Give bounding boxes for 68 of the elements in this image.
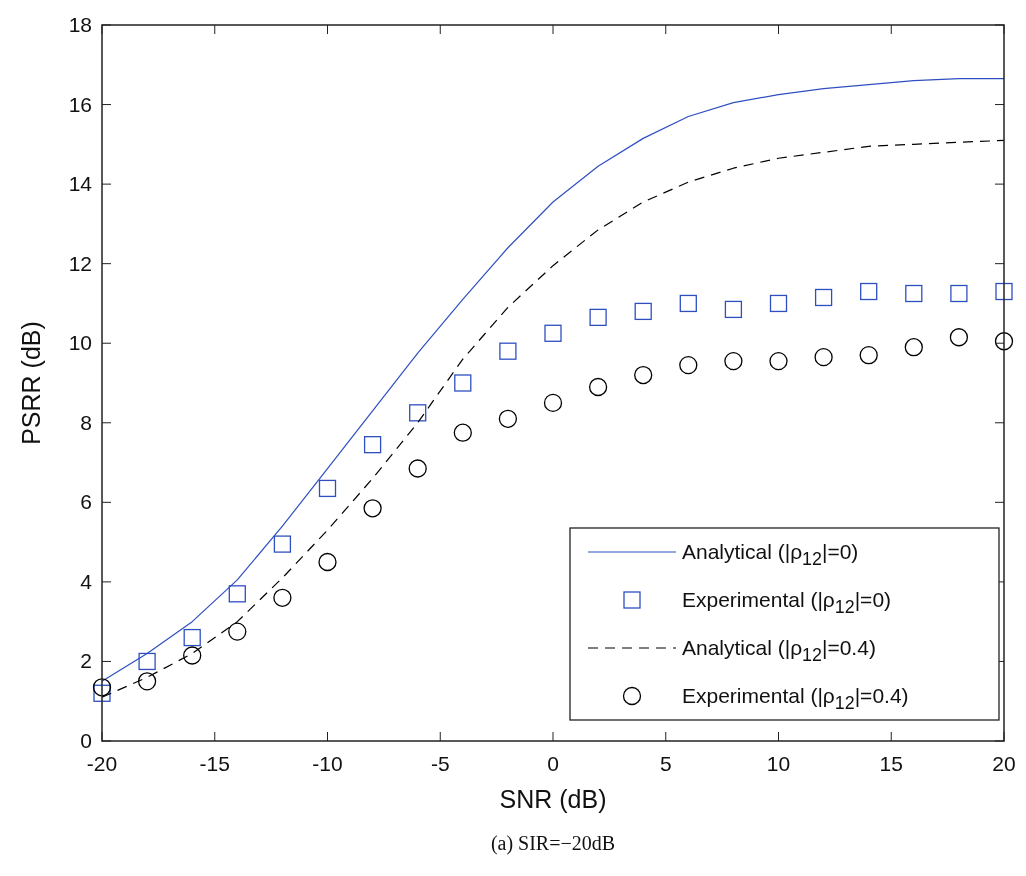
point <box>453 423 472 442</box>
point <box>408 459 427 478</box>
point <box>318 552 337 572</box>
text: (a) SIR=−20dB <box>490 832 616 855</box>
y-tick-label: 8 <box>80 410 92 434</box>
x-tick-label: 20 <box>992 752 1016 775</box>
legend-label: Experimental (|ρ$_{12}$|=0) <box>682 588 892 618</box>
point <box>228 622 247 641</box>
point <box>589 308 607 327</box>
point <box>228 585 246 603</box>
legend-label: Experimental (|ρ$_{12}$|=0.4) <box>682 684 909 714</box>
x-tick-label: 0 <box>547 752 559 775</box>
point <box>137 672 157 691</box>
legend-label: Analytical (|ρ$_{12}$|=0.4) <box>682 636 876 666</box>
y-tick-label: 18 <box>68 13 92 36</box>
x-tick-label: -15 <box>199 752 230 775</box>
point <box>138 652 156 671</box>
point <box>543 393 563 413</box>
point <box>814 347 833 367</box>
point <box>950 284 968 303</box>
point <box>995 282 1013 301</box>
y-tick-label: 10 <box>68 331 92 355</box>
y-axis-title: PSRR (dB) <box>17 321 45 445</box>
y-tick-label: 0 <box>80 729 92 752</box>
y-tick-label: 14 <box>68 172 93 196</box>
y-tick-label: 2 <box>80 649 92 673</box>
point <box>183 646 202 665</box>
point <box>949 328 969 347</box>
point <box>363 436 382 454</box>
point <box>860 282 878 301</box>
y-tick-label: 4 <box>80 569 93 593</box>
x-tick-label: 5 <box>659 752 672 775</box>
x-tick-label: -20 <box>86 752 118 775</box>
point <box>769 351 788 371</box>
point <box>679 294 697 313</box>
x-tick-label: 10 <box>766 752 791 775</box>
point <box>634 302 652 321</box>
point <box>905 284 923 303</box>
y-tick-label: 12 <box>68 251 92 275</box>
y-tick-label: 16 <box>68 92 92 116</box>
point <box>634 365 653 385</box>
point <box>454 374 472 392</box>
point <box>724 351 743 371</box>
point <box>363 499 382 518</box>
point <box>273 588 292 607</box>
x-tick-label: 15 <box>879 752 903 775</box>
point <box>859 346 878 365</box>
point <box>769 294 788 313</box>
point <box>724 300 743 319</box>
point <box>92 678 112 697</box>
point <box>544 324 562 342</box>
x-tick-label: -5 <box>430 752 450 775</box>
point <box>409 404 427 422</box>
point <box>273 535 292 553</box>
point <box>904 338 923 357</box>
point <box>994 332 1014 351</box>
x-axis-title: SNR (dB) <box>499 785 607 813</box>
y-tick-label: 6 <box>80 490 92 514</box>
point <box>498 409 518 428</box>
point <box>588 377 608 397</box>
legend-label: Analytical (|ρ$_{12}$|=0) <box>682 540 859 570</box>
point <box>183 628 201 647</box>
point <box>93 684 111 702</box>
x-tick-label: -10 <box>312 752 343 775</box>
point <box>318 479 337 498</box>
point <box>679 355 698 375</box>
point <box>814 288 833 307</box>
point <box>499 342 517 360</box>
